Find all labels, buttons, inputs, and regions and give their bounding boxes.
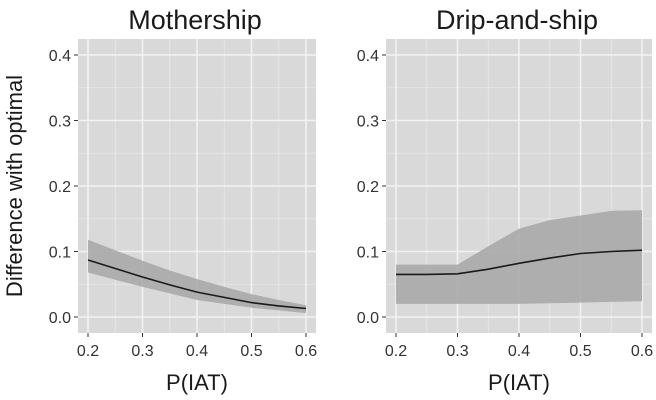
panel-1-x-tick-label: 0.3	[131, 343, 153, 360]
panel-1-mean-line	[87, 259, 307, 310]
panel-1-y-tick-label: 0.4	[49, 48, 71, 65]
panel-2-title: Drip-and-ship	[436, 5, 598, 35]
panel-2-y-tick-label: 0.1	[357, 245, 379, 262]
panel-2-y-tick-label: 0.3	[357, 114, 379, 131]
panel-2-x-tick-label: 0.6	[631, 343, 653, 360]
panel-1-x-tick-label: 0.2	[77, 343, 99, 360]
panel-1-y-axis-title: Difference with optimal	[2, 75, 27, 297]
panel-1-y-tick-label: 0.3	[49, 114, 71, 131]
panel-2-x-tick-label: 0.4	[508, 343, 530, 360]
panel-1-x-tick-label: 0.4	[186, 343, 208, 360]
panel-2-x-tick-label: 0.3	[446, 343, 468, 360]
panel-2-x-axis-title: P(IAT)	[488, 370, 550, 395]
panel-1-y-tick-label: 0.0	[49, 310, 71, 327]
panel-2-y-tick-label: 0.4	[357, 48, 379, 65]
panel-2-x-tick-label: 0.2	[385, 343, 407, 360]
panel-2-confidence-band	[396, 210, 642, 304]
panel-1-y-tick-label: 0.1	[49, 245, 71, 262]
panel-1-x-axis-title: P(IAT)	[166, 370, 228, 395]
panel-2-x-tick-label: 0.5	[569, 343, 591, 360]
panel-2-y-tick-label: 0.0	[357, 310, 379, 327]
panel-1-x-tick-label: 0.6	[295, 343, 317, 360]
panel-1-x-tick-label: 0.5	[240, 343, 262, 360]
panel-1-title: Mothership	[128, 5, 262, 35]
panel-1-y-tick-label: 0.2	[49, 179, 71, 196]
panel-2-mean-line	[396, 249, 643, 276]
panel-1-confidence-band	[88, 239, 306, 314]
panel-2-y-tick-label: 0.2	[357, 179, 379, 196]
